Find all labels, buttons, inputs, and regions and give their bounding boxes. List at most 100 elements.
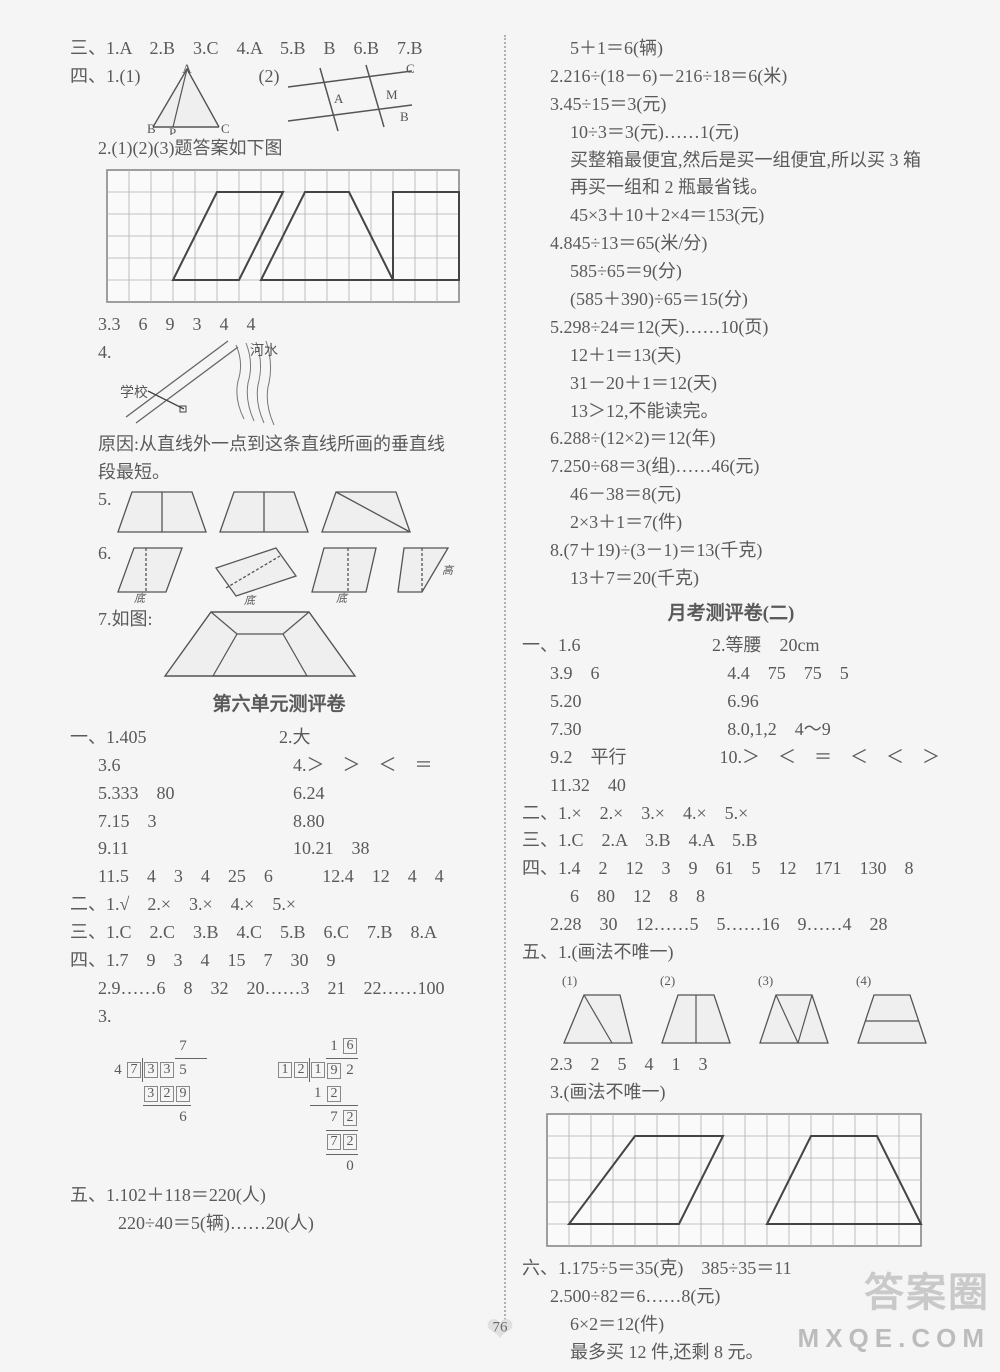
text-line: (585＋390)÷65＝15(分) — [522, 286, 940, 314]
label-4-1b: (2) — [259, 63, 280, 91]
column-divider — [504, 35, 506, 1332]
text-line: 一、1.6 — [522, 632, 712, 660]
text-line: 31－20＋1＝12(天) — [522, 370, 940, 398]
text-line: 2.216÷(18－6)－216÷18＝6(米) — [522, 63, 940, 91]
text-line: 7.250÷68＝3(组)……46(元) — [522, 453, 940, 481]
text-line: 2.3 2 5 4 1 3 — [522, 1051, 940, 1079]
text-line: 5.298÷24＝12(天)……10(页) — [522, 314, 940, 342]
text-line: 3.3 6 9 3 4 4 — [70, 311, 488, 339]
parallel-figure: C A M B — [280, 63, 420, 135]
text-line: 12＋1＝13(天) — [522, 342, 940, 370]
text-line: 6.24 — [293, 780, 488, 808]
svg-text:B: B — [400, 109, 409, 124]
grid-2 — [546, 1113, 940, 1249]
text-line: 5.333 80 — [70, 780, 293, 808]
text-line: 2.9……6 8 32 20……3 21 22……100 — [70, 975, 488, 1003]
text-line: 再买一组和 2 瓶最省钱。 — [522, 174, 940, 202]
text-line: 四、1.7 9 3 4 15 7 30 9 — [70, 947, 488, 975]
label-4-4: 4. — [70, 339, 112, 367]
text-line: 5＋1＝6(辆) — [522, 35, 940, 63]
monthly-test-title: 月考测评卷(二) — [522, 599, 940, 628]
text-line: 46－38＝8(元) — [522, 481, 940, 509]
text-line: 11.32 40 — [522, 772, 940, 800]
text-line: 10.＞ ＜ ＝ ＜ ＜ ＞ — [720, 744, 941, 772]
label-4-1: 四、1.(1) — [70, 63, 141, 91]
text-line: 2.等腰 20cm — [712, 632, 940, 660]
text-line: 13＞12,不能读完。 — [522, 398, 940, 426]
svg-text:高: 高 — [442, 564, 455, 577]
svg-text:M: M — [386, 87, 398, 102]
text-line: 2.大 — [279, 724, 488, 752]
text-line: 8.0,1,2 4～9 — [727, 716, 940, 744]
svg-text:底: 底 — [244, 594, 257, 606]
text-line: 5.20 — [522, 688, 727, 716]
heart-icon: ❤76 — [486, 1305, 515, 1358]
text-line: 13＋7＝20(千克) — [522, 565, 940, 593]
trap-label: (2) — [660, 971, 732, 991]
text-line: 3.(画法不唯一) — [522, 1079, 940, 1107]
section6-block: 一、1.4052.大 3.64.＞ ＞ ＜ ＝ 5.333 806.24 7.1… — [70, 724, 488, 1031]
text-line: 三、1.C 2.C 3.B 4.C 5.B 6.C 7.B 8.A — [70, 919, 488, 947]
text-line: 7.30 — [522, 716, 727, 744]
text-line: 10÷3＝3(元)……1(元) — [522, 119, 940, 147]
text-line: 二、1.× 2.× 3.× 4.× 5.× — [522, 800, 940, 828]
trap-label: (3) — [758, 971, 830, 991]
text-line: 三、1.C 2.A 3.B 4.A 5.B — [522, 827, 940, 855]
text-line: 6.96 — [727, 688, 940, 716]
svg-text:B: B — [147, 121, 156, 135]
trapezoids-5 — [116, 486, 416, 540]
section-6-title: 第六单元测评卷 — [70, 690, 488, 719]
river-figure: 河水 学校 — [118, 339, 278, 431]
text-line: 买整箱最便宜,然后是买一组便宜,所以买 3 箱 — [522, 147, 940, 175]
trap-label: (1) — [562, 971, 634, 991]
text-line: 四、1.4 2 12 3 9 61 5 12 171 130 8 — [522, 855, 940, 883]
shapes-6: 底底底高 — [116, 540, 456, 606]
text-line: 220÷40＝5(辆)……20(人) — [70, 1210, 488, 1238]
text-line: 3.9 6 — [522, 660, 727, 688]
text-line: 6×2＝12(件) — [522, 1311, 940, 1339]
label-6: 6. — [70, 540, 112, 568]
text-line: 9.2 平行 — [522, 744, 720, 772]
page-number: 76 — [493, 1317, 508, 1340]
text-line: 2×3＋1＝7(件) — [522, 509, 940, 537]
text-line: 五、1.102＋118＝220(人) — [70, 1182, 488, 1210]
text-line: 585÷65＝9(分) — [522, 258, 940, 286]
svg-text:河水: 河水 — [250, 343, 278, 359]
svg-text:A: A — [334, 91, 344, 106]
text-line: 8.(7＋19)÷(3－1)＝13(千克) — [522, 537, 940, 565]
fig-row-4-1: 四、1.(1) A B P C (2) C A M B — [70, 63, 488, 135]
grid-1 — [106, 169, 488, 305]
text-line: 4.4 75 75 5 — [727, 660, 940, 688]
text-line: 6.288÷(12×2)＝12(年) — [522, 425, 940, 453]
svg-text:C: C — [221, 121, 230, 135]
text-line: 45×3＋10＋2×4＝153(元) — [522, 202, 940, 230]
text-line: 3. — [70, 1003, 488, 1031]
svg-text:底: 底 — [336, 592, 349, 605]
text-line: 4.845÷13＝65(米/分) — [522, 230, 940, 258]
text-line: 三、1.A 2.B 3.C 4.A 5.B B 6.B 7.B — [70, 35, 488, 63]
svg-text:P: P — [169, 125, 176, 135]
trapezoid-set: (1) (2) (3) (4) — [562, 971, 940, 1047]
text-line: 一、1.405 — [70, 724, 279, 752]
label-7: 7.如图: — [70, 606, 153, 634]
text-line: 六、1.175÷5＝35(克) 385÷35＝11 — [522, 1255, 940, 1283]
text-line: 2.28 30 12……5 5……16 9……4 28 — [522, 911, 940, 939]
svg-text:A: A — [182, 63, 192, 76]
text-line: 2.(1)(2)(3)题答案如下图 — [70, 135, 488, 163]
text-line: 6 80 12 8 8 — [522, 883, 940, 911]
triangle-figure: A B P C — [141, 63, 231, 135]
text-line: 最多买 12 件,还剩 8 元。 — [522, 1339, 940, 1367]
svg-text:学校: 学校 — [120, 384, 148, 401]
longdiv-1: 7 47335 329 6 — [110, 1035, 207, 1130]
label-5: 5. — [70, 486, 112, 514]
text-line: 7.15 3 — [70, 808, 293, 836]
left-column: 三、1.A 2.B 3.C 4.A 5.B B 6.B 7.B 四、1.(1) … — [70, 35, 488, 1332]
right-column: 5＋1＝6(辆) 2.216÷(18－6)－216÷18＝6(米) 3.45÷1… — [522, 35, 940, 1332]
text-line: 原因:从直线外一点到这条直线所画的垂直线 — [70, 431, 488, 459]
text-line: 3.45÷15＝3(元) — [522, 91, 940, 119]
text-line: 2.500÷82＝6……8(元) — [522, 1283, 940, 1311]
text-line: 12.4 12 4 4 — [322, 863, 488, 891]
text-line: 8.80 — [293, 808, 488, 836]
text-line: 9.11 — [70, 835, 293, 863]
shape-7 — [159, 606, 359, 684]
